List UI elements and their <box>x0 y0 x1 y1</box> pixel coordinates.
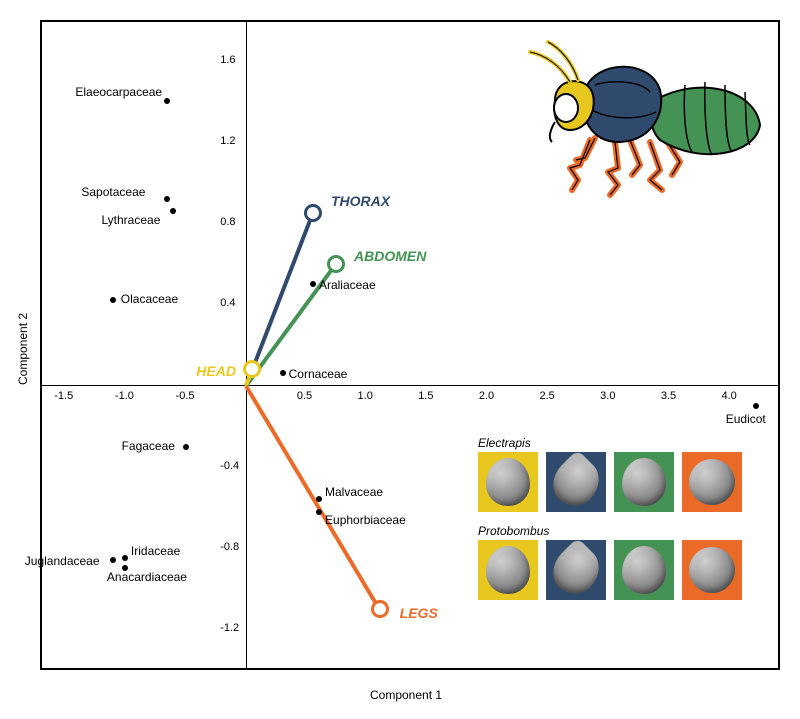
pollen-swatch <box>546 540 606 600</box>
data-point <box>753 403 759 409</box>
x-axis-line <box>40 385 780 386</box>
y-tick-label: -0.4 <box>220 460 239 472</box>
genus-label: Protobombus <box>478 524 549 538</box>
vector-abdomen-marker <box>327 255 345 273</box>
vector-abdomen-label: ABDOMEN <box>354 248 426 264</box>
pollen-grain <box>689 459 735 505</box>
pollen-swatch <box>682 540 742 600</box>
data-point <box>316 496 322 502</box>
pollen-swatch <box>614 540 674 600</box>
data-point <box>164 98 170 104</box>
y-axis-line <box>246 20 247 670</box>
pollen-grain <box>543 449 608 514</box>
data-point <box>183 444 189 450</box>
data-point <box>170 208 176 214</box>
x-tick-label: 2.5 <box>540 390 555 402</box>
pollen-swatch <box>682 452 742 512</box>
x-tick-label: -1.5 <box>54 390 73 402</box>
x-tick-label: 2.0 <box>479 390 494 402</box>
data-label: Juglandaceae <box>25 554 100 568</box>
pca-biplot-figure: Component 1 Component 2 -1.5 -1.0 -0.5 0.5 1… <box>0 0 800 719</box>
y-tick-label: 0.8 <box>220 216 235 228</box>
x-tick-label: -1.0 <box>115 390 134 402</box>
data-point <box>316 509 322 515</box>
x-tick-label: -0.5 <box>176 390 195 402</box>
data-point <box>122 555 128 561</box>
vector-thorax-marker <box>304 204 322 222</box>
data-point <box>110 557 116 563</box>
data-point <box>164 196 170 202</box>
x-tick-label: 3.0 <box>600 390 615 402</box>
data-label: Sapotaceae <box>81 185 145 199</box>
pollen-swatch <box>478 540 538 600</box>
data-label: Olacaceae <box>121 292 178 306</box>
vector-legs-label: LEGS <box>400 605 438 621</box>
bee-illustration <box>500 30 770 200</box>
data-label: Euphorbiaceae <box>325 513 406 527</box>
pollen-grain <box>486 546 530 594</box>
vector-thorax-label: THORAX <box>331 193 390 209</box>
data-label: Araliaceae <box>319 278 376 292</box>
data-label: Iridaceae <box>131 544 180 558</box>
vector-head-label: HEAD <box>196 363 236 379</box>
x-axis-title: Component 1 <box>370 688 442 702</box>
y-tick-label: -1.2 <box>220 622 239 634</box>
pollen-swatch <box>614 452 674 512</box>
pollen-swatch <box>478 452 538 512</box>
pollen-grain <box>622 546 666 594</box>
data-label: Lythraceae <box>101 213 160 227</box>
x-tick-label: 1.0 <box>358 390 373 402</box>
vector-head-marker <box>243 360 261 378</box>
y-tick-label: 0.4 <box>220 297 235 309</box>
data-point <box>280 370 286 376</box>
data-label: Anacardiaceae <box>107 570 187 584</box>
pollen-grain <box>622 458 666 506</box>
data-label: Elaeocarpaceae <box>75 85 162 99</box>
x-tick-label: 0.5 <box>297 390 312 402</box>
vector-legs-marker <box>371 600 389 618</box>
x-tick-label: 1.5 <box>418 390 433 402</box>
pollen-grain <box>486 458 530 506</box>
data-point <box>310 281 316 287</box>
data-label: Malvaceae <box>325 485 383 499</box>
x-tick-label: 3.5 <box>661 390 676 402</box>
pollen-grain <box>543 537 608 602</box>
data-point <box>110 297 116 303</box>
y-tick-label: -0.8 <box>220 541 239 553</box>
pollen-grain <box>689 547 735 593</box>
data-label: Cornaceae <box>289 367 348 381</box>
y-tick-label: 1.2 <box>220 135 235 147</box>
data-label: Fagaceae <box>122 439 175 453</box>
data-label: Eudicot <box>726 412 766 426</box>
x-tick-label: 4.0 <box>721 390 736 402</box>
pollen-swatch <box>546 452 606 512</box>
genus-label: Electrapis <box>478 436 531 450</box>
y-tick-label: 1.6 <box>220 54 235 66</box>
y-axis-title: Component 2 <box>16 313 30 385</box>
